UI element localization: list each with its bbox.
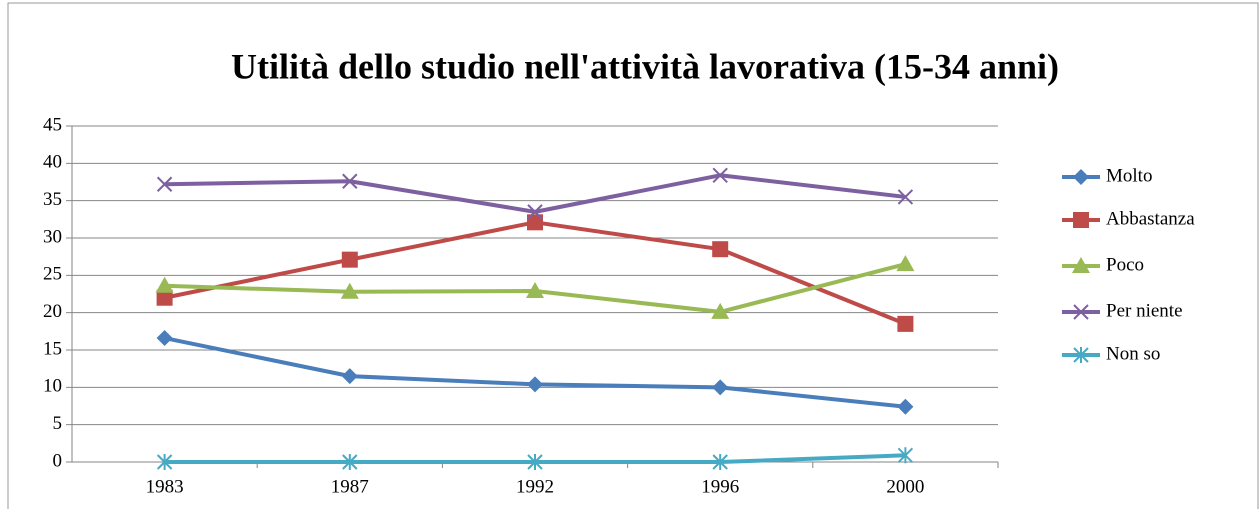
point-marker	[897, 315, 914, 332]
point-marker	[897, 398, 914, 415]
legend-marker	[1073, 169, 1089, 185]
point-marker	[342, 454, 358, 470]
legend-label: Poco	[1106, 254, 1144, 275]
point-marker	[527, 214, 543, 231]
point-marker	[341, 368, 358, 385]
point-marker	[712, 241, 729, 258]
y-tick-label: 15	[43, 338, 62, 359]
point-marker	[711, 302, 730, 319]
x-tick-label: 2000	[886, 476, 924, 497]
y-tick-label: 35	[43, 189, 62, 210]
y-tick-label: 20	[43, 301, 62, 322]
point-marker	[156, 176, 173, 192]
point-marker	[155, 276, 174, 293]
point-marker	[527, 376, 543, 393]
legend-label: Molto	[1106, 165, 1152, 186]
chart-title: Utilità dello studio nell'attività lavor…	[231, 46, 1059, 86]
point-marker	[156, 330, 173, 347]
point-marker	[897, 447, 914, 464]
point-marker	[156, 289, 173, 306]
point-marker	[526, 282, 544, 299]
point-marker	[340, 282, 359, 299]
legend-marker	[1072, 257, 1090, 273]
legend-marker	[1073, 212, 1089, 228]
x-tick-label: 1992	[516, 476, 554, 497]
y-tick-label: 10	[43, 376, 62, 397]
y-tick-label: 40	[43, 152, 62, 173]
point-marker	[712, 379, 729, 396]
y-tick-label: 5	[53, 413, 63, 434]
legend-label: Per niente	[1106, 300, 1183, 321]
legend-label: Abbastanza	[1106, 208, 1195, 229]
point-marker	[712, 167, 728, 183]
legend-marker	[1073, 304, 1089, 320]
y-tick-label: 45	[43, 114, 62, 135]
legend-label: Non so	[1106, 343, 1160, 364]
point-marker	[897, 189, 914, 205]
point-marker	[341, 251, 358, 268]
point-marker	[156, 454, 173, 470]
legend-marker	[1073, 347, 1089, 363]
x-tick-label: 1987	[331, 476, 369, 497]
y-tick-label: 30	[43, 226, 62, 247]
x-tick-label: 1996	[701, 476, 739, 497]
x-tick-label: 1983	[146, 476, 184, 497]
point-marker	[527, 204, 543, 220]
y-tick-label: 25	[43, 264, 62, 285]
point-marker	[342, 173, 358, 189]
point-marker	[527, 454, 543, 470]
y-tick-label: 0	[53, 450, 63, 471]
point-marker	[712, 454, 728, 470]
point-marker	[896, 255, 915, 272]
